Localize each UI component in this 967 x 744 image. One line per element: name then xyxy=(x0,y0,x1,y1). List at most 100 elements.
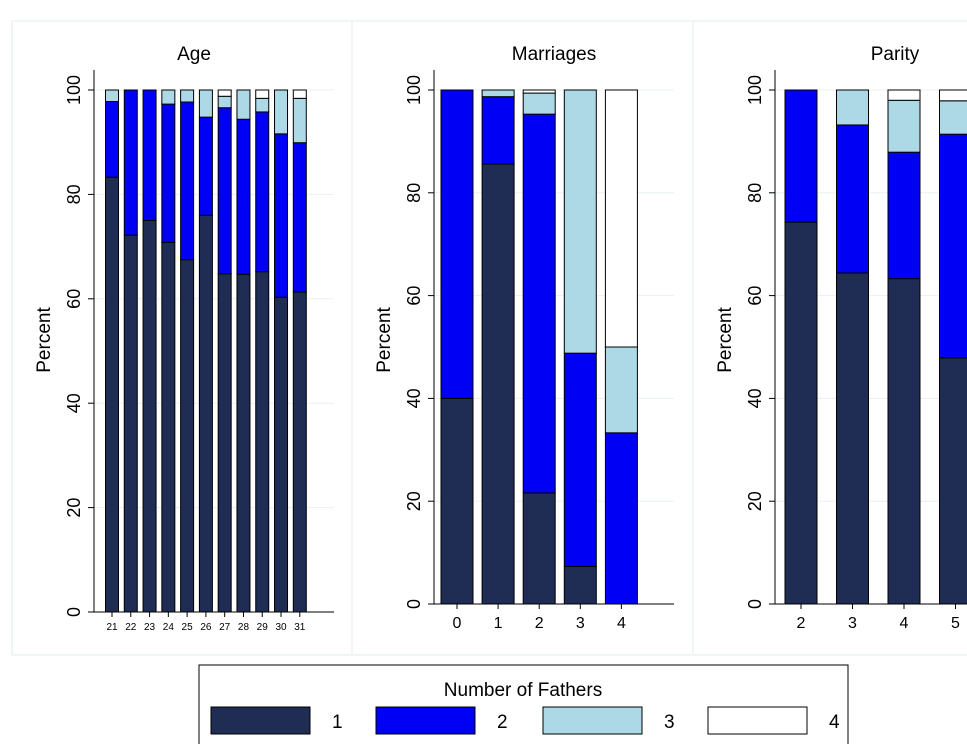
x-tick-label: 28 xyxy=(238,622,250,633)
x-tick-label: 21 xyxy=(106,622,118,633)
bar-segment-2-fathers-2 xyxy=(784,89,818,223)
legend-swatch-1 xyxy=(210,706,311,735)
bar-segment-5-fathers-2 xyxy=(939,133,967,359)
x-tick-label: 3 xyxy=(576,615,585,632)
y-tick-label: 40 xyxy=(745,388,765,408)
y-tick-label: 40 xyxy=(64,393,84,413)
bar-segment-25-fathers-1 xyxy=(180,259,195,613)
bar-segment-3-fathers-3 xyxy=(563,89,597,354)
y-tick-label: 100 xyxy=(745,75,765,105)
bar-segment-4-fathers-4 xyxy=(604,89,638,348)
bar-segment-4-fathers-2 xyxy=(887,151,921,280)
bar-segment-21-fathers-3 xyxy=(105,89,119,102)
bar-segment-23-fathers-1 xyxy=(142,220,157,613)
y-tick-label: 100 xyxy=(404,75,424,105)
bar-segment-3-fathers-1 xyxy=(563,565,597,605)
bar-segment-2-fathers-4 xyxy=(522,89,556,94)
x-tick-label: 1 xyxy=(494,615,503,632)
bar-segment-3-fathers-3 xyxy=(836,89,869,126)
x-tick-label: 27 xyxy=(219,622,231,633)
bar-segment-26-fathers-2 xyxy=(198,116,213,216)
bar-segment-26-fathers-3 xyxy=(198,89,213,118)
bar-segment-4-fathers-2 xyxy=(604,432,638,605)
y-tick-label: 60 xyxy=(745,286,765,306)
legend-label-3: 3 xyxy=(664,712,675,733)
bar-segment-27-fathers-4 xyxy=(217,89,232,97)
bar-segment-28-fathers-1 xyxy=(236,273,251,613)
bar-segment-29-fathers-2 xyxy=(255,111,270,273)
legend-label-2: 2 xyxy=(497,712,508,733)
bar-segment-26-fathers-1 xyxy=(198,214,213,613)
bar-segment-22-fathers-2 xyxy=(123,89,138,236)
x-tick-label: 2 xyxy=(797,615,806,632)
x-tick-label: 22 xyxy=(125,622,137,633)
panel-frame xyxy=(351,20,694,656)
bar-segment-21-fathers-1 xyxy=(105,176,119,613)
y-tick-label: 0 xyxy=(404,599,424,609)
y-tick-label: 0 xyxy=(64,607,84,617)
bar-segment-28-fathers-3 xyxy=(236,89,251,120)
y-tick-label: 20 xyxy=(64,498,84,518)
bar-segment-30-fathers-1 xyxy=(274,296,289,613)
bar-segment-25-fathers-2 xyxy=(180,101,195,261)
bar-segment-4-fathers-3 xyxy=(887,99,921,153)
chart-title: Marriages xyxy=(512,44,596,65)
y-tick-label: 20 xyxy=(745,491,765,511)
x-tick-label: 31 xyxy=(294,622,306,633)
y-tick-label: 40 xyxy=(404,388,424,408)
bar-segment-31-fathers-4 xyxy=(292,89,307,99)
y-tick-label: 100 xyxy=(64,75,84,105)
bar-segment-28-fathers-2 xyxy=(236,118,251,275)
chart-panel-parity: 0 20 40 60 80 100 Percent Parity 2 3 4 5 xyxy=(692,20,967,656)
bar-segment-31-fathers-2 xyxy=(292,142,307,293)
bar-segment-2-fathers-2 xyxy=(522,113,556,494)
bar-segment-0-fathers-1 xyxy=(440,397,474,605)
bar-segment-1-fathers-2 xyxy=(481,96,515,165)
bar-segment-4-fathers-3 xyxy=(604,346,638,434)
legend-swatch-2 xyxy=(375,706,476,735)
bar-segment-25-fathers-3 xyxy=(180,89,195,103)
x-tick-label: 30 xyxy=(275,622,287,633)
x-tick-label: 25 xyxy=(182,622,194,633)
x-tick-label: 3 xyxy=(848,615,857,632)
y-axis-label: Percent xyxy=(715,307,736,373)
bar-segment-5-fathers-3 xyxy=(939,100,967,135)
x-tick-label: 4 xyxy=(617,615,626,632)
bar-segment-27-fathers-2 xyxy=(217,107,232,275)
x-tick-label: 2 xyxy=(535,615,544,632)
legend-title: Number of Fathers xyxy=(444,680,602,701)
bar-segment-22-fathers-1 xyxy=(123,234,138,613)
legend-swatch-3 xyxy=(542,706,643,735)
bar-segment-24-fathers-2 xyxy=(161,103,176,243)
chart-panel-marriages: 0 20 40 60 80 100 Percent Marriages 0 1 2 3 4 xyxy=(351,20,694,656)
bar-segment-21-fathers-2 xyxy=(105,100,119,178)
bar-segment-4-fathers-4 xyxy=(887,89,921,101)
y-tick-label: 60 xyxy=(404,286,424,306)
y-tick-label: 80 xyxy=(745,183,765,203)
x-tick-label: 29 xyxy=(257,622,269,633)
bar-segment-3-fathers-1 xyxy=(836,272,869,605)
bar-segment-1-fathers-3 xyxy=(481,89,515,98)
chart-panel-age: 0 20 40 60 80 100 Percent Age 21 22 23 24 25 26 27 28 29… xyxy=(11,20,353,656)
y-tick-label: 60 xyxy=(64,289,84,309)
bar-segment-2-fathers-1 xyxy=(522,492,556,605)
x-tick-label: 4 xyxy=(900,615,909,632)
bar-segment-5-fathers-1 xyxy=(939,357,967,605)
bar-segment-2-fathers-3 xyxy=(522,92,556,115)
bar-segment-30-fathers-3 xyxy=(274,89,289,135)
bar-segment-1-fathers-1 xyxy=(481,163,515,605)
y-tick-label: 80 xyxy=(404,183,424,203)
legend-label-1: 1 xyxy=(332,712,343,733)
bar-segment-30-fathers-2 xyxy=(274,133,289,298)
panel-frame xyxy=(692,20,967,656)
y-tick-label: 20 xyxy=(404,491,424,511)
y-tick-label: 0 xyxy=(745,599,765,609)
y-tick-label: 80 xyxy=(64,184,84,204)
y-axis-label: Percent xyxy=(34,307,55,373)
bar-segment-0-fathers-2 xyxy=(440,89,474,399)
x-tick-label: 0 xyxy=(453,615,462,632)
bar-segment-24-fathers-1 xyxy=(161,241,176,613)
legend-label-4: 4 xyxy=(829,712,840,733)
